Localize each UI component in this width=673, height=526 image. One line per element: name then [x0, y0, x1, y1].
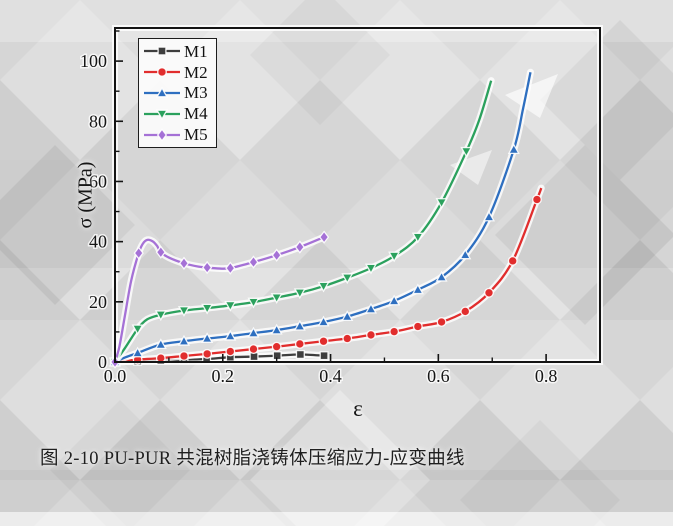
legend-label-M2: M2 — [184, 62, 208, 82]
series-M4-line — [114, 80, 493, 363]
series-M4-marker — [247, 297, 260, 309]
legend-key-M4 — [144, 109, 180, 121]
series-M2-marker — [460, 306, 471, 317]
legend-marker-M5 — [156, 127, 168, 142]
series-M4-marker — [224, 300, 237, 312]
series-M2-marker — [179, 351, 189, 361]
series-M1-marker — [319, 351, 329, 361]
x-tick-label: 0.2 — [212, 366, 235, 386]
series-M5-marker — [318, 230, 330, 244]
series-M3-marker — [388, 294, 401, 306]
series-M2-marker — [532, 194, 542, 205]
series-M3-marker — [364, 302, 377, 314]
series-M5-marker — [133, 246, 144, 260]
x-axis-label: ε — [353, 396, 363, 421]
series-M4-marker — [177, 306, 190, 317]
series-M2-marker — [366, 329, 376, 340]
legend-key-M5 — [144, 127, 180, 142]
series-M4-marker — [411, 232, 424, 244]
legend-label-M4: M4 — [184, 104, 208, 124]
series-M2-marker — [202, 348, 213, 359]
legend-key-M1 — [144, 46, 180, 56]
legend-entry-M3: M3 — [143, 83, 216, 103]
series-M3-marker — [411, 283, 424, 295]
series-M2-marker — [436, 317, 447, 327]
series-M3-marker — [482, 210, 495, 222]
series-M5-marker — [202, 260, 213, 275]
series-M3-marker — [459, 248, 472, 260]
x-tick-label: 0.4 — [319, 366, 342, 386]
series-M1-marker — [295, 349, 305, 360]
y-tick-label: 60 — [89, 171, 107, 191]
legend-key-M3 — [144, 86, 180, 98]
series-M3-marker — [154, 338, 167, 349]
series-M4-marker — [388, 251, 401, 263]
series-M4-marker — [154, 310, 167, 322]
series-M2-marker — [294, 338, 305, 349]
series-M4-marker — [293, 288, 306, 300]
series-M4-marker — [270, 293, 283, 304]
series-M3-marker — [131, 346, 144, 358]
y-tick-label: 80 — [89, 111, 107, 131]
legend-label-M1: M1 — [184, 41, 208, 61]
series-M2-marker — [412, 321, 423, 332]
series-M2-marker — [389, 326, 400, 337]
x-tick-label: 0.6 — [427, 366, 450, 386]
series-M3-marker — [201, 332, 214, 343]
series-M3-marker — [293, 319, 306, 331]
legend-marker-M2 — [157, 67, 167, 78]
series-M4-marker — [460, 146, 473, 158]
y-tick-label: 100 — [80, 51, 107, 71]
legend-entry-M2: M2 — [143, 62, 216, 82]
series-M4-marker — [131, 324, 144, 336]
series-M4-marker — [317, 281, 330, 293]
series-M2-marker — [248, 344, 259, 355]
legend-label-M5: M5 — [184, 125, 208, 145]
series-M2-marker — [271, 341, 282, 352]
y-tick-label: 40 — [89, 232, 107, 252]
legend-marker-M1 — [157, 46, 167, 56]
series-M5-marker — [294, 240, 305, 254]
series-M3-marker — [317, 315, 330, 327]
legend-label-M3: M3 — [184, 83, 208, 103]
legend-marker-M4 — [155, 109, 169, 121]
legend-entry-M4: M4 — [143, 104, 216, 124]
y-tick-label: 20 — [89, 292, 107, 312]
series-M3-marker — [247, 326, 260, 338]
series-M3-marker — [270, 323, 283, 335]
figure-caption: 图 2-10 PU-PUR 共混树脂浇铸体压缩应力-应变曲线 — [40, 449, 465, 469]
series-M2-marker — [484, 287, 494, 298]
series-M5-marker — [178, 256, 190, 270]
series-M3-marker — [341, 310, 354, 322]
series-M2-marker — [225, 346, 236, 357]
series-M2-marker — [507, 255, 518, 266]
series-M4-marker — [201, 303, 214, 315]
series-M3-marker — [435, 270, 448, 282]
series-M5-marker — [271, 248, 282, 262]
series-M5-marker — [225, 261, 236, 275]
x-tick-label: 0.0 — [104, 366, 127, 386]
series-M5-marker — [248, 255, 259, 269]
y-axis-label: σ (MPa) — [74, 161, 97, 229]
legend-key-M2 — [144, 67, 180, 78]
legend-marker-M3 — [155, 86, 169, 98]
series-M3-marker — [507, 143, 520, 155]
y-tick-label: 0 — [98, 352, 107, 372]
series-M4-marker — [364, 263, 377, 275]
axis-frame — [114, 27, 601, 363]
series-M3-marker — [177, 334, 190, 346]
legend-entry-M5: M5 — [143, 125, 216, 145]
series-M2-marker — [342, 333, 353, 344]
x-tick-label: 0.8 — [535, 366, 558, 386]
series-M5-marker — [155, 245, 166, 259]
series-M2-marker — [318, 336, 329, 347]
series-M3-marker — [224, 329, 237, 341]
series-M4-marker — [435, 198, 448, 209]
legend-entry-M1: M1 — [143, 41, 216, 61]
legend: M1 M2 M3 M4 M5 — [138, 38, 217, 148]
series-M4-marker — [341, 273, 354, 285]
